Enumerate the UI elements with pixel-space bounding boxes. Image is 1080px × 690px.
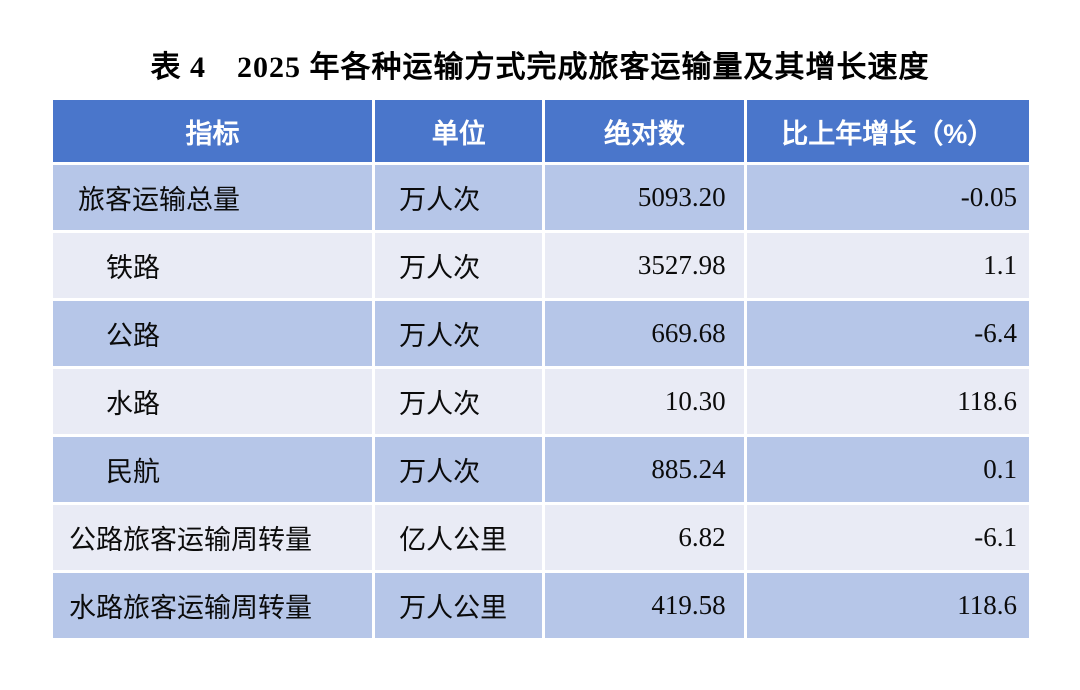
indicator-cell: 民航 — [53, 437, 373, 502]
indicator-cell: 公路 — [53, 301, 373, 366]
indicator-cell: 水路 — [53, 369, 373, 434]
table-row: 公路旅客运输周转量 亿人公里 6.82 -6.1 — [53, 505, 1029, 570]
header-growth: 比上年增长（%） — [746, 100, 1029, 162]
absolute-cell: 6.82 — [545, 505, 744, 570]
header-absolute: 绝对数 — [545, 100, 744, 162]
table-title: 表 4 2025 年各种运输方式完成旅客运输量及其增长速度 — [150, 51, 930, 84]
indicator-cell: 水路旅客运输周转量 — [53, 573, 373, 638]
header-unit: 单位 — [375, 100, 543, 162]
header-row: 指标 单位 绝对数 比上年增长（%） — [53, 100, 1029, 162]
growth-cell: -6.1 — [746, 505, 1029, 570]
absolute-cell: 669.68 — [545, 301, 744, 366]
header-indicator: 指标 — [53, 100, 373, 162]
growth-cell: -0.05 — [746, 165, 1029, 230]
growth-cell: -6.4 — [746, 301, 1029, 366]
growth-cell: 0.1 — [746, 437, 1029, 502]
indicator-cell: 旅客运输总量 — [53, 165, 373, 230]
unit-cell: 万人公里 — [375, 573, 543, 638]
absolute-cell: 5093.20 — [545, 165, 744, 230]
passenger-transport-table: 指标 单位 绝对数 比上年增长（%） 旅客运输总量 万人次 5093.20 -0… — [50, 97, 1032, 641]
growth-cell: 1.1 — [746, 233, 1029, 298]
indicator-cell: 铁路 — [53, 233, 373, 298]
table-row: 水路旅客运输周转量 万人公里 419.58 118.6 — [53, 573, 1029, 638]
absolute-cell: 3527.98 — [545, 233, 744, 298]
unit-cell: 万人次 — [375, 233, 543, 298]
table-row: 民航 万人次 885.24 0.1 — [53, 437, 1029, 502]
absolute-cell: 419.58 — [545, 573, 744, 638]
growth-cell: 118.6 — [746, 369, 1029, 434]
unit-cell: 万人次 — [375, 165, 543, 230]
absolute-cell: 10.30 — [545, 369, 744, 434]
unit-cell: 万人次 — [375, 437, 543, 502]
table-row: 水路 万人次 10.30 118.6 — [53, 369, 1029, 434]
unit-cell: 万人次 — [375, 301, 543, 366]
unit-cell: 万人次 — [375, 369, 543, 434]
absolute-cell: 885.24 — [545, 437, 744, 502]
table-row: 旅客运输总量 万人次 5093.20 -0.05 — [53, 165, 1029, 230]
unit-cell: 亿人公里 — [375, 505, 543, 570]
growth-cell: 118.6 — [746, 573, 1029, 638]
table-row: 公路 万人次 669.68 -6.4 — [53, 301, 1029, 366]
table-row: 铁路 万人次 3527.98 1.1 — [53, 233, 1029, 298]
indicator-cell: 公路旅客运输周转量 — [53, 505, 373, 570]
